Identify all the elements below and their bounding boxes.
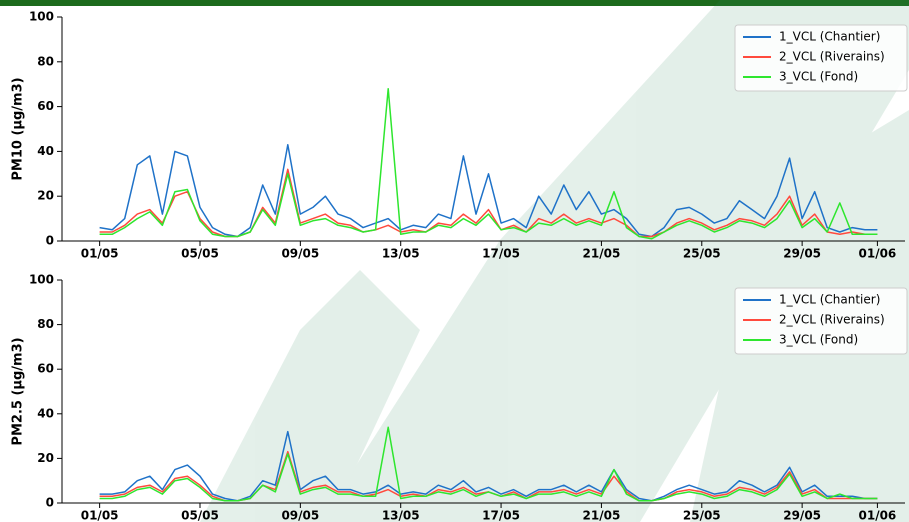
y-tick-label: 100 [29,10,54,24]
y-tick-label: 80 [37,317,54,331]
legend-label: 2_VCL (Riverains) [779,313,885,327]
x-tick-label: 25/05 [683,247,721,261]
x-tick-label: 01/06 [859,247,897,261]
x-tick-label: 05/05 [181,247,219,261]
watermark-shape [320,0,909,522]
x-tick-label: 05/05 [181,509,219,522]
y-tick-label: 60 [37,362,54,376]
y-tick-label: 60 [37,99,54,113]
x-tick-label: 25/05 [683,509,721,522]
y-tick-label: 40 [37,406,54,420]
x-tick-label: 01/05 [81,247,119,261]
legend-label: 2_VCL (Riverains) [779,50,885,64]
legend-label: 1_VCL (Chantier) [779,30,880,44]
legend-label: 1_VCL (Chantier) [779,293,880,307]
x-tick-label: 17/05 [482,247,520,261]
chart: 0 20 40 60 80 100 01/05 05/05 09/05 13/05 17/05 21/… [11,273,908,522]
y-axis-label: PM10 (µg/m3) [11,77,26,180]
x-tick-label: 09/05 [281,247,319,261]
x-tick-label: 13/05 [382,509,420,522]
top-bar [0,0,909,6]
x-tick-label: 21/05 [583,247,621,261]
y-tick-label: 100 [29,273,54,287]
legend-label: 3_VCL (Fond) [779,70,858,84]
x-tick-label: 21/05 [583,509,621,522]
watermark-shape [200,270,420,522]
y-tick-label: 0 [46,234,54,248]
data-line [99,430,878,502]
data-line [99,87,878,240]
x-tick-label: 29/05 [783,247,821,261]
data-line [99,426,878,502]
y-tick-label: 20 [37,451,54,465]
x-tick-label: 13/05 [382,247,420,261]
x-tick-label: 29/05 [783,509,821,522]
y-tick-label: 40 [37,144,54,158]
y-tick-label: 20 [37,189,54,203]
y-axis-label: PM2.5 (µg/m3) [11,337,26,445]
x-tick-label: 17/05 [482,509,520,522]
legend-label: 3_VCL (Fond) [779,333,858,347]
legend-box [734,24,908,92]
data-line [99,143,878,238]
x-tick-label: 01/06 [859,509,897,522]
legend-box [734,287,908,355]
x-tick-label: 09/05 [281,509,319,522]
y-tick-label: 80 [37,54,54,68]
chart: 0 20 40 60 80 100 01/05 05/05 09/05 13/05 17/05 21/… [11,10,908,261]
x-tick-label: 01/05 [81,509,119,522]
charts: 0 20 40 60 80 100 01/05 05/05 09/05 13/05 17/05 21/… [11,10,908,522]
y-tick-label: 0 [46,496,54,510]
